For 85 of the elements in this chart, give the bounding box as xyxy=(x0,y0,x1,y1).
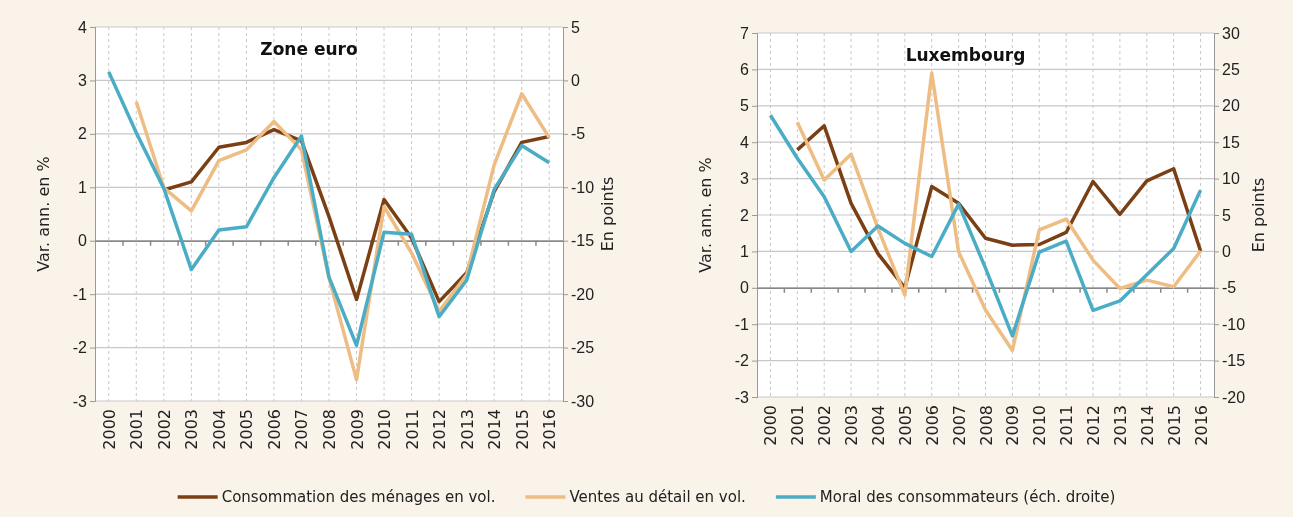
x-tick-label: 2001 xyxy=(127,409,147,450)
y2-tick-label: -30 xyxy=(571,392,595,410)
x-tick-label: 2009 xyxy=(347,409,367,450)
y2-tick-label: 0 xyxy=(571,72,580,90)
y2-tick-label: 0 xyxy=(1222,243,1231,261)
y2-tick-label: 5 xyxy=(571,18,580,36)
x-tick-label: 2007 xyxy=(949,405,969,446)
x-tick-label: 2014 xyxy=(1137,405,1157,446)
x-tick-label: 2003 xyxy=(182,409,202,450)
y2-tick-label: -15 xyxy=(1222,352,1246,370)
y-tick-label: 2 xyxy=(78,125,88,143)
x-tick-label: 2016 xyxy=(540,409,560,450)
y-tick-label: 4 xyxy=(78,18,88,36)
y2-tick-label: 30 xyxy=(1222,24,1240,42)
y2-tick-label: 25 xyxy=(1222,61,1240,79)
y2-tick-label: -15 xyxy=(571,232,595,250)
x-tick-label: 2007 xyxy=(292,409,312,450)
y-tick-label: 5 xyxy=(740,97,750,115)
x-tick-label: 2005 xyxy=(895,405,915,446)
x-tick-label: 2013 xyxy=(457,409,477,450)
y2-tick-label: -25 xyxy=(571,339,595,357)
y2-axis-title: En points xyxy=(598,176,617,252)
x-tick-label: 2011 xyxy=(402,409,422,450)
y-tick-label: 6 xyxy=(740,61,750,79)
y2-axis-title: En points xyxy=(1249,177,1268,253)
y-tick-label: -3 xyxy=(734,388,750,406)
y-tick-label: 0 xyxy=(78,232,88,250)
legend-label: Moral des consommateurs (éch. droite) xyxy=(819,488,1116,506)
y-tick-label: 3 xyxy=(78,72,88,90)
y2-tick-label: -10 xyxy=(571,178,595,196)
x-tick-label: 2004 xyxy=(868,405,888,446)
x-tick-label: 2002 xyxy=(154,409,174,450)
x-tick-label: 2008 xyxy=(320,409,339,450)
x-tick-label: 2006 xyxy=(264,409,284,450)
y2-tick-label: -5 xyxy=(571,125,586,143)
y-tick-label: 1 xyxy=(740,243,750,261)
y-tick-label: -1 xyxy=(72,285,88,303)
x-tick-label: 2014 xyxy=(485,409,505,450)
line-series xyxy=(768,113,1203,338)
y-axis-title: Var. ann. en % xyxy=(696,157,715,273)
x-tick-label: 2002 xyxy=(815,405,835,446)
y2-tick-label: 15 xyxy=(1222,133,1240,151)
text: Zone euro xyxy=(260,39,358,59)
x-tick-label: 2000 xyxy=(761,405,781,446)
y-tick-label: 7 xyxy=(740,24,750,42)
x-tick-label: 2000 xyxy=(99,409,119,450)
y-tick-label: 0 xyxy=(740,279,750,297)
y-tick-label: 2 xyxy=(740,206,750,224)
y2-tick-label: 5 xyxy=(1222,206,1231,224)
x-tick-label: 2015 xyxy=(512,409,532,450)
legend-label: Consommation des ménages en vol. xyxy=(221,488,496,506)
y2-tick-label: -20 xyxy=(1222,388,1246,406)
x-tick-label: 2010 xyxy=(375,409,395,450)
y2-tick-label: 20 xyxy=(1222,97,1240,115)
y2-tick-label: 10 xyxy=(1222,170,1240,188)
x-tick-label: 2011 xyxy=(1057,405,1077,446)
x-tick-label: 2005 xyxy=(237,409,257,450)
x-tick-label: 2010 xyxy=(1030,405,1050,446)
x-tick-label: 2016 xyxy=(1191,405,1211,446)
y-tick-label: 3 xyxy=(740,170,750,188)
x-tick-label: 2009 xyxy=(1003,405,1023,446)
x-tick-label: 2015 xyxy=(1164,405,1184,446)
y-tick-label: -2 xyxy=(72,339,88,357)
y2-tick-label: -10 xyxy=(1222,315,1246,333)
y-tick-label: -3 xyxy=(72,392,88,410)
x-tick-label: 2012 xyxy=(1084,405,1104,446)
y-tick-label: -1 xyxy=(734,315,750,333)
x-tick-label: 2012 xyxy=(430,409,450,450)
y-axis-title: Var. ann. en % xyxy=(34,156,53,272)
legend-label: Ventes au détail en vol. xyxy=(569,488,746,506)
text: Luxembourg xyxy=(905,45,1026,65)
y2-tick-label: -5 xyxy=(1222,279,1237,297)
line-series xyxy=(795,71,1203,353)
x-tick-label: 2013 xyxy=(1110,405,1130,446)
y-tick-label: -2 xyxy=(734,352,750,370)
line-series xyxy=(795,124,1203,290)
y-tick-label: 1 xyxy=(78,178,88,196)
x-tick-label: 2006 xyxy=(922,405,942,446)
x-tick-label: 2004 xyxy=(209,409,229,450)
x-tick-label: 2001 xyxy=(788,405,808,446)
x-tick-label: 2008 xyxy=(976,405,996,446)
x-tick-label: 2003 xyxy=(842,405,862,446)
y2-tick-label: -20 xyxy=(571,285,595,303)
y-tick-label: 4 xyxy=(740,133,750,151)
line-series xyxy=(107,70,551,348)
